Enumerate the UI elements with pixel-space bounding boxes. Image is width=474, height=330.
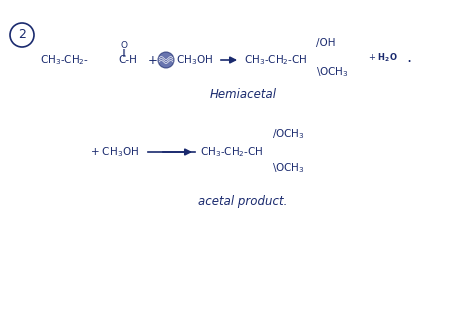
Text: CH$_3$-CH$_2$-: CH$_3$-CH$_2$- — [40, 53, 89, 67]
Text: $\backslash$OCH$_3$: $\backslash$OCH$_3$ — [316, 65, 349, 79]
Text: + CH$_3$OH: + CH$_3$OH — [90, 145, 139, 159]
Text: O: O — [120, 41, 128, 49]
Text: CH$_3$OH: CH$_3$OH — [176, 53, 213, 67]
Text: /OCH$_3$: /OCH$_3$ — [272, 127, 305, 141]
Text: +: + — [148, 53, 158, 67]
Text: acetal product.: acetal product. — [198, 195, 287, 209]
Text: Hemiacetal: Hemiacetal — [210, 87, 277, 101]
Text: C-H: C-H — [118, 55, 137, 65]
Text: .: . — [406, 50, 411, 65]
Text: 2: 2 — [18, 28, 26, 42]
Text: /OH: /OH — [316, 38, 336, 48]
Text: CH$_3$-CH$_2$-CH: CH$_3$-CH$_2$-CH — [200, 145, 264, 159]
Text: $\backslash$OCH$_3$: $\backslash$OCH$_3$ — [272, 161, 305, 175]
Text: + $\bf{H_2O}$: + $\bf{H_2O}$ — [368, 52, 398, 64]
Text: CH$_3$-CH$_2$-CH: CH$_3$-CH$_2$-CH — [244, 53, 308, 67]
Text: ∥: ∥ — [122, 48, 126, 56]
Circle shape — [158, 52, 174, 68]
